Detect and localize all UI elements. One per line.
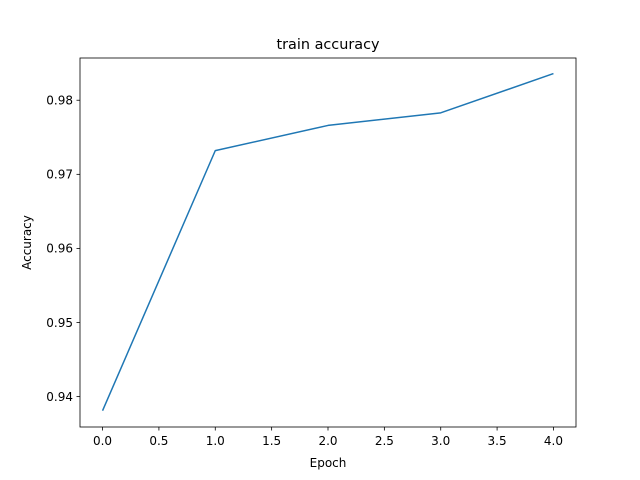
x-tick-label: 0.5 [149, 434, 168, 448]
x-tick-label: 1.0 [206, 434, 225, 448]
plot-area [101, 72, 554, 411]
y-axis: 0.94 0.95 0.96 0.97 0.98 [46, 94, 80, 404]
series-line-0 [101, 72, 554, 411]
y-tick-label: 0.94 [46, 390, 73, 404]
x-axis-label: Epoch [310, 456, 347, 470]
chart-title: train accuracy [277, 37, 380, 53]
x-tick-label: 0.0 [93, 434, 112, 448]
x-tick-label: 3.5 [488, 434, 507, 448]
x-axis: 0.0 0.5 1.0 1.5 2.0 2.5 3.0 3.5 4.0 [93, 427, 563, 448]
x-tick-label: 2.5 [375, 434, 394, 448]
x-tick-label: 4.0 [544, 434, 563, 448]
y-axis-label: Accuracy [20, 215, 34, 270]
y-tick-label: 0.95 [46, 316, 73, 330]
y-tick-label: 0.96 [46, 242, 73, 256]
x-tick-label: 3.0 [431, 434, 450, 448]
y-tick-label: 0.98 [46, 94, 73, 108]
y-tick-label: 0.97 [46, 168, 73, 182]
x-tick-label: 2.0 [318, 434, 337, 448]
x-tick-label: 1.5 [262, 434, 281, 448]
